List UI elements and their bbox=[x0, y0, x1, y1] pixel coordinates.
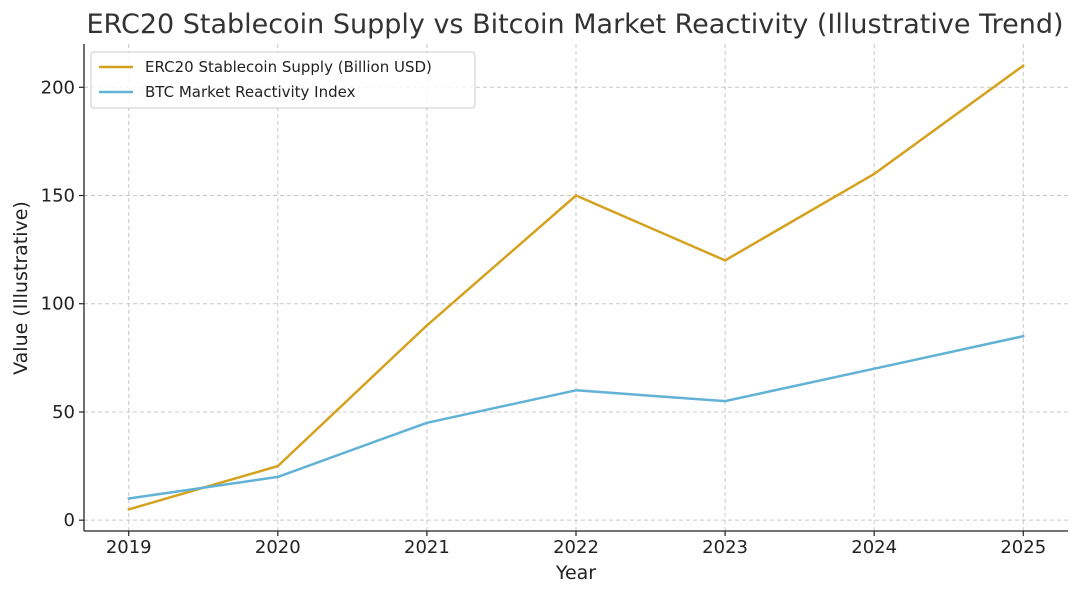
legend-label-erc20: ERC20 Stablecoin Supply (Billion USD) bbox=[145, 58, 432, 76]
grid bbox=[84, 44, 1068, 531]
legend: ERC20 Stablecoin Supply (Billion USD) BT… bbox=[90, 51, 476, 109]
chart-title: ERC20 Stablecoin Supply vs Bitcoin Marke… bbox=[87, 9, 1064, 40]
y-tick-label: 100 bbox=[41, 294, 75, 315]
series-1-point bbox=[574, 389, 578, 392]
series-1-point bbox=[425, 421, 429, 424]
x-tick-label: 2023 bbox=[702, 537, 748, 558]
series-0-point bbox=[276, 464, 280, 468]
y-tick-label: 0 bbox=[64, 510, 75, 531]
x-tick-label: 2020 bbox=[255, 537, 301, 558]
x-tick-label: 2025 bbox=[1000, 537, 1046, 558]
y-tick-label: 50 bbox=[52, 402, 75, 423]
series-0-point bbox=[574, 194, 578, 197]
x-tick-label: 2019 bbox=[106, 537, 152, 558]
series-0-point bbox=[127, 508, 130, 511]
series-lines bbox=[127, 64, 1025, 511]
series-0-point bbox=[872, 172, 876, 176]
series-1-point bbox=[723, 399, 727, 403]
legend-label-btc: BTC Market Reactivity Index bbox=[145, 83, 356, 101]
x-tick-label: 2022 bbox=[553, 537, 599, 558]
x-axis-label: Year bbox=[555, 562, 596, 584]
y-tick-label: 150 bbox=[41, 186, 75, 207]
series-0-point bbox=[425, 324, 429, 327]
x-tick-label: 2024 bbox=[851, 537, 897, 558]
ticks: 2019 2020 2021 2022 2023 2024 2025 0 50 100 150 200 bbox=[41, 77, 1047, 558]
x-tick-label: 2021 bbox=[404, 537, 450, 558]
series-0-point bbox=[1022, 64, 1025, 67]
legend-box bbox=[90, 51, 476, 109]
y-tick-label: 200 bbox=[41, 77, 75, 98]
series-1-point bbox=[872, 367, 876, 370]
series-line-0 bbox=[127, 64, 1025, 511]
series-1-point bbox=[276, 475, 280, 479]
series-1-point bbox=[1022, 335, 1025, 338]
series-0-point bbox=[723, 259, 727, 262]
series-1-point bbox=[127, 497, 130, 500]
y-axis-label: Value (Illustrative) bbox=[10, 201, 32, 375]
